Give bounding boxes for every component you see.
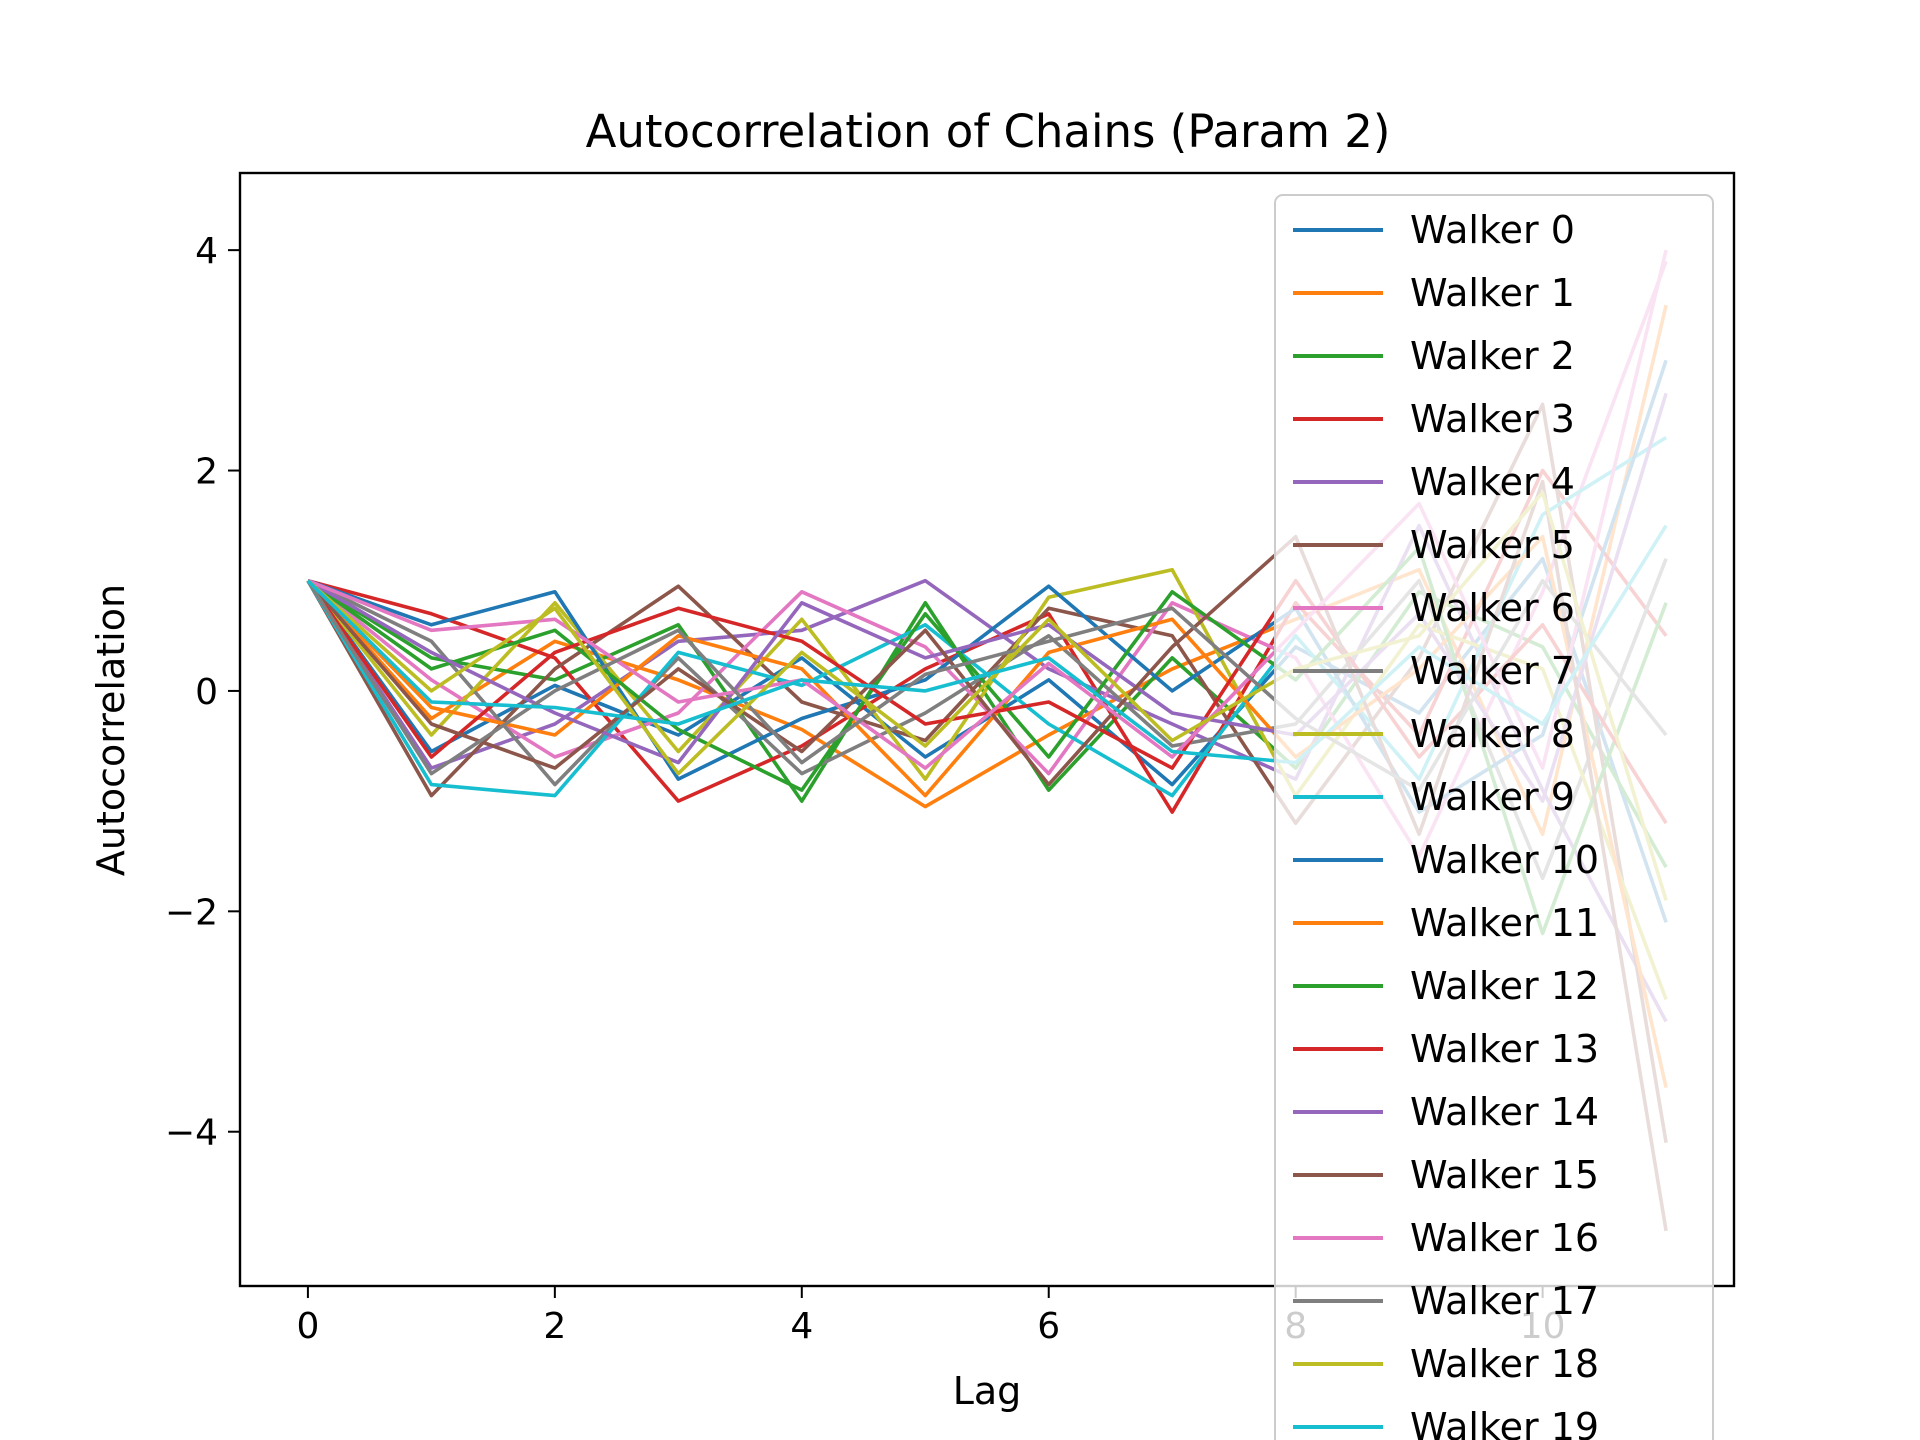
x-axis-label: Lag	[953, 1369, 1022, 1413]
legend-label: Walker 12	[1410, 964, 1599, 1008]
y-tick-label: −4	[165, 1113, 218, 1154]
legend-label: Walker 18	[1410, 1342, 1599, 1386]
legend-label: Walker 6	[1410, 586, 1575, 630]
y-tick-label: 2	[195, 452, 218, 493]
legend-label: Walker 10	[1410, 838, 1599, 882]
legend-label: Walker 14	[1410, 1090, 1599, 1134]
legend-label: Walker 0	[1410, 208, 1575, 252]
legend-entries: Walker 0 Walker 1 Walker 2 Walker 3 Walker 4…	[1293, 208, 1599, 1440]
legend-label: Walker 17	[1410, 1279, 1599, 1323]
legend-label: Walker 4	[1410, 460, 1575, 504]
legend-label: Walker 9	[1410, 775, 1575, 819]
y-axis-label: Autocorrelation	[89, 584, 133, 876]
legend-frame	[1274, 194, 1714, 1440]
chart-title: Autocorrelation of Chains (Param 2)	[586, 105, 1391, 158]
x-tick-label: 6	[1037, 1306, 1060, 1347]
x-tick-label: 2	[543, 1306, 566, 1347]
y-tick-label: 0	[195, 672, 218, 713]
x-tick-label: 4	[790, 1306, 813, 1347]
legend-label: Walker 16	[1410, 1216, 1599, 1260]
legend-label: Walker 2	[1410, 334, 1575, 378]
y-tick-label: 4	[195, 231, 218, 272]
legend-label: Walker 3	[1410, 397, 1575, 441]
legend-label: Walker 8	[1410, 712, 1575, 756]
y-tick-label: −2	[165, 892, 218, 933]
legend-label: Walker 19	[1410, 1405, 1599, 1440]
legend-label: Walker 11	[1410, 901, 1599, 945]
y-axis: −4 −2 0 2 4	[165, 231, 240, 1154]
legend-label: Walker 15	[1410, 1153, 1599, 1197]
legend-label: Walker 7	[1410, 649, 1575, 693]
plot-frame	[238, 171, 1736, 1288]
legend-label: Walker 13	[1410, 1027, 1599, 1071]
legend-label: Walker 5	[1410, 523, 1575, 567]
legend-label: Walker 1	[1410, 271, 1575, 315]
legend: Walker 0 Walker 1 Walker 2 Walker 3 Walker 4…	[1274, 194, 1714, 1440]
x-tick-label: 0	[296, 1306, 319, 1347]
